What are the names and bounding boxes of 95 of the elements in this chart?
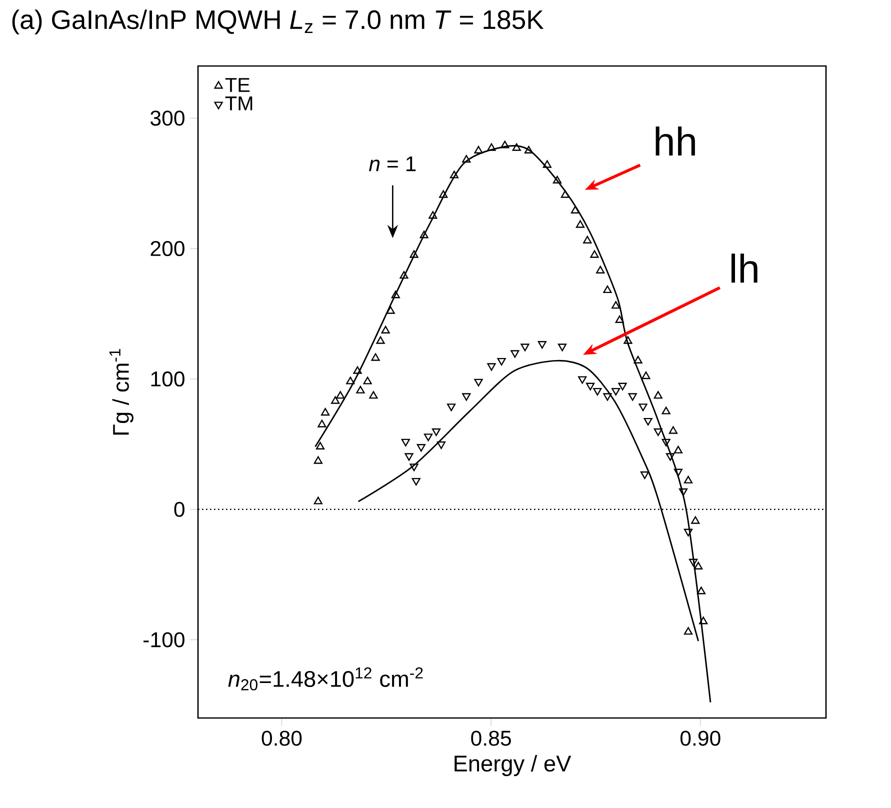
point bbox=[603, 393, 612, 401]
point bbox=[612, 388, 620, 396]
point bbox=[590, 250, 599, 258]
point bbox=[400, 271, 408, 279]
chart-title: (a) GaInAs/InP MQWH L$_{z}$ = 7.0 nm T = 185K bbox=[12, 10, 544, 34]
point bbox=[624, 336, 632, 344]
point bbox=[436, 441, 446, 450]
point bbox=[640, 471, 650, 480]
point bbox=[369, 391, 378, 399]
point bbox=[593, 388, 602, 396]
x-tick-label: 0.80 bbox=[262, 730, 302, 746]
point bbox=[570, 206, 580, 214]
point bbox=[428, 211, 438, 219]
point bbox=[684, 528, 693, 536]
point bbox=[450, 170, 459, 178]
point bbox=[558, 344, 567, 352]
y-tick-label: 100 bbox=[151, 371, 184, 387]
point bbox=[512, 143, 521, 151]
point bbox=[439, 190, 448, 198]
x-tick-label: 0.85 bbox=[471, 730, 511, 746]
point bbox=[318, 420, 326, 428]
point bbox=[603, 285, 612, 294]
point bbox=[596, 266, 605, 274]
point bbox=[412, 478, 420, 486]
point bbox=[410, 250, 418, 258]
y-tick-label: 300 bbox=[150, 110, 184, 126]
point bbox=[628, 393, 637, 401]
point bbox=[510, 350, 520, 358]
point bbox=[642, 371, 650, 380]
legend-label: TM bbox=[225, 96, 252, 110]
point bbox=[424, 434, 433, 442]
point bbox=[346, 376, 355, 384]
point bbox=[576, 220, 585, 228]
annotation: hh bbox=[656, 126, 695, 156]
point bbox=[462, 393, 471, 401]
point bbox=[447, 404, 456, 412]
point bbox=[474, 378, 483, 386]
annotation: n$_{20}$=1.48×10$^{12}$ cm$^{-2}$ bbox=[228, 667, 423, 690]
point bbox=[654, 391, 662, 399]
point bbox=[316, 442, 325, 450]
point bbox=[353, 366, 362, 374]
y-tick-label: -100 bbox=[144, 632, 184, 648]
point bbox=[674, 468, 683, 476]
point bbox=[638, 404, 648, 412]
point bbox=[542, 160, 552, 168]
annotation: lh bbox=[731, 254, 758, 283]
point bbox=[666, 453, 675, 461]
point bbox=[420, 230, 428, 238]
point bbox=[552, 176, 562, 184]
point bbox=[578, 376, 587, 384]
point bbox=[583, 236, 592, 244]
point bbox=[612, 301, 620, 309]
point bbox=[560, 190, 570, 198]
point bbox=[615, 315, 624, 324]
point bbox=[618, 382, 627, 390]
y-tick-label: 0 bbox=[174, 502, 184, 517]
point bbox=[320, 408, 330, 416]
point bbox=[381, 326, 390, 334]
legend-label: TE bbox=[225, 78, 250, 92]
point bbox=[404, 453, 414, 461]
point bbox=[336, 391, 345, 399]
point bbox=[644, 418, 652, 426]
point bbox=[678, 488, 688, 496]
point bbox=[668, 426, 678, 434]
point bbox=[386, 306, 395, 314]
point bbox=[487, 143, 496, 151]
point bbox=[654, 428, 662, 436]
point bbox=[401, 438, 410, 446]
point bbox=[497, 358, 506, 366]
point bbox=[371, 353, 380, 361]
point bbox=[356, 386, 365, 394]
point bbox=[487, 363, 496, 371]
point bbox=[432, 428, 441, 436]
point bbox=[474, 146, 483, 154]
point bbox=[524, 146, 534, 154]
x-axis-title: Energy / eV bbox=[454, 754, 572, 776]
point bbox=[662, 406, 670, 414]
point bbox=[689, 558, 698, 566]
point bbox=[416, 444, 426, 452]
x-tick-label: 0.90 bbox=[680, 730, 720, 746]
point bbox=[586, 382, 595, 390]
y-axis-title: Γg / cm$^{-1}$ bbox=[109, 348, 134, 435]
point bbox=[634, 356, 642, 364]
point bbox=[410, 464, 418, 472]
point bbox=[538, 341, 546, 349]
point bbox=[363, 376, 372, 384]
point bbox=[500, 140, 510, 148]
point bbox=[520, 344, 530, 352]
point bbox=[331, 396, 340, 404]
annotation: n = 1 bbox=[369, 156, 416, 172]
y-tick-label: 200 bbox=[150, 241, 184, 256]
point bbox=[376, 336, 385, 344]
point bbox=[391, 290, 400, 298]
point bbox=[662, 438, 670, 446]
point bbox=[462, 155, 471, 163]
